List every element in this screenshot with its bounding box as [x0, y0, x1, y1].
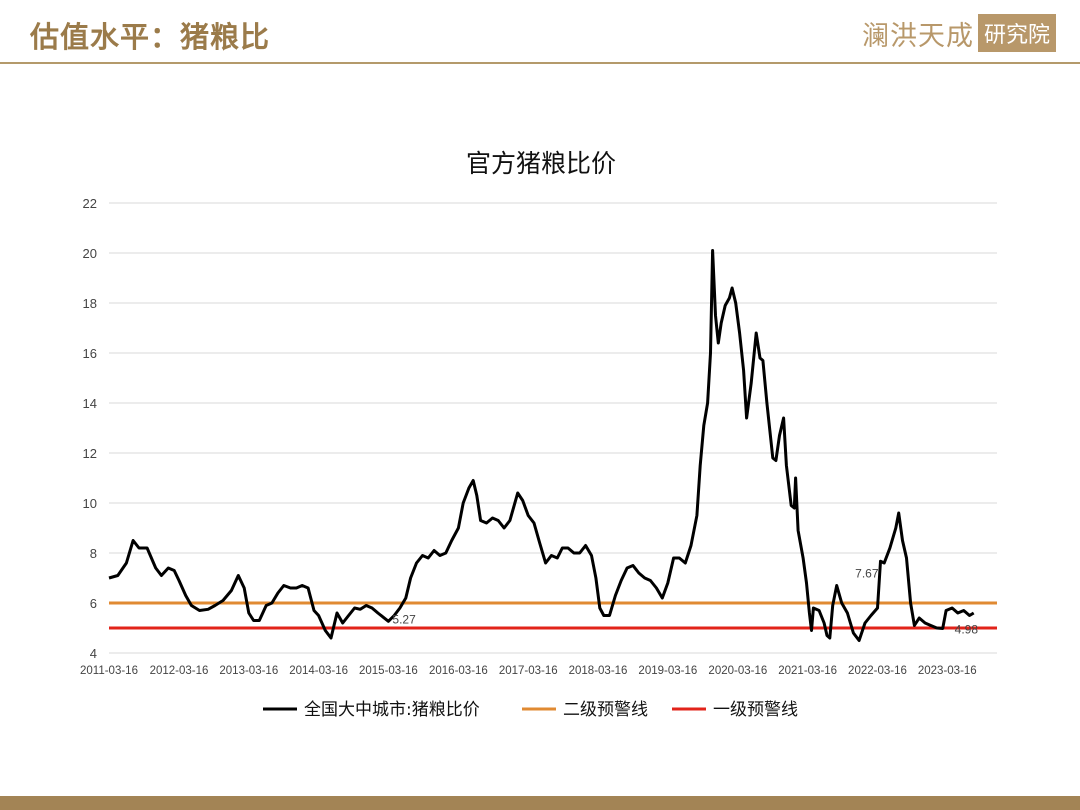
x-tick-label: 2019-03-16: [638, 665, 697, 677]
y-tick-label: 22: [83, 196, 97, 211]
x-tick-label: 2014-03-16: [289, 665, 348, 677]
y-tick-label: 14: [83, 396, 97, 411]
x-tick-label: 2022-03-16: [848, 665, 907, 677]
footer-bar: [0, 796, 1080, 810]
chart-title: 官方猪粮比价: [466, 149, 616, 178]
data-label: 7.67: [855, 566, 879, 580]
x-tick-label: 2012-03-16: [150, 665, 209, 677]
y-tick-label: 20: [83, 246, 97, 261]
y-tick-label: 10: [83, 496, 97, 511]
x-tick-label: 2013-03-16: [219, 665, 278, 677]
series-line: [108, 249, 975, 642]
legend-label: 二级预警线: [563, 700, 648, 720]
header-divider: [0, 62, 1080, 64]
legend-label: 全国大中城市:猪粮比价: [304, 700, 480, 720]
x-tick-label: 2017-03-16: [499, 665, 558, 677]
data-label: 5.27: [392, 612, 416, 626]
x-tick-label: 2018-03-16: [569, 665, 628, 677]
slide-header: 估值水平：猪粮比 澜洪天成 研究院: [0, 0, 1080, 62]
x-tick-label: 2020-03-16: [708, 665, 767, 677]
x-tick-label: 2023-03-16: [918, 665, 977, 677]
x-tick-label: 2015-03-16: [359, 665, 418, 677]
x-tick-label: 2016-03-16: [429, 665, 488, 677]
logo-text: 澜洪天成: [861, 20, 974, 52]
brand-logo: 澜洪天成 研究院: [862, 14, 1056, 52]
logo-box: 研究院: [977, 14, 1056, 52]
y-tick-label: 6: [90, 596, 97, 611]
legend-label: 一级预警线: [713, 700, 798, 720]
data-label: 4.98: [955, 623, 979, 637]
x-tick-label: 2021-03-16: [778, 665, 837, 677]
y-tick-label: 8: [90, 546, 97, 561]
y-tick-label: 4: [90, 646, 97, 661]
y-tick-label: 18: [83, 296, 97, 311]
y-tick-label: 16: [83, 346, 97, 361]
page-title: 估值水平：猪粮比: [30, 20, 271, 54]
x-tick-label: 2011-03-16: [80, 665, 138, 677]
y-tick-label: 12: [83, 446, 97, 461]
